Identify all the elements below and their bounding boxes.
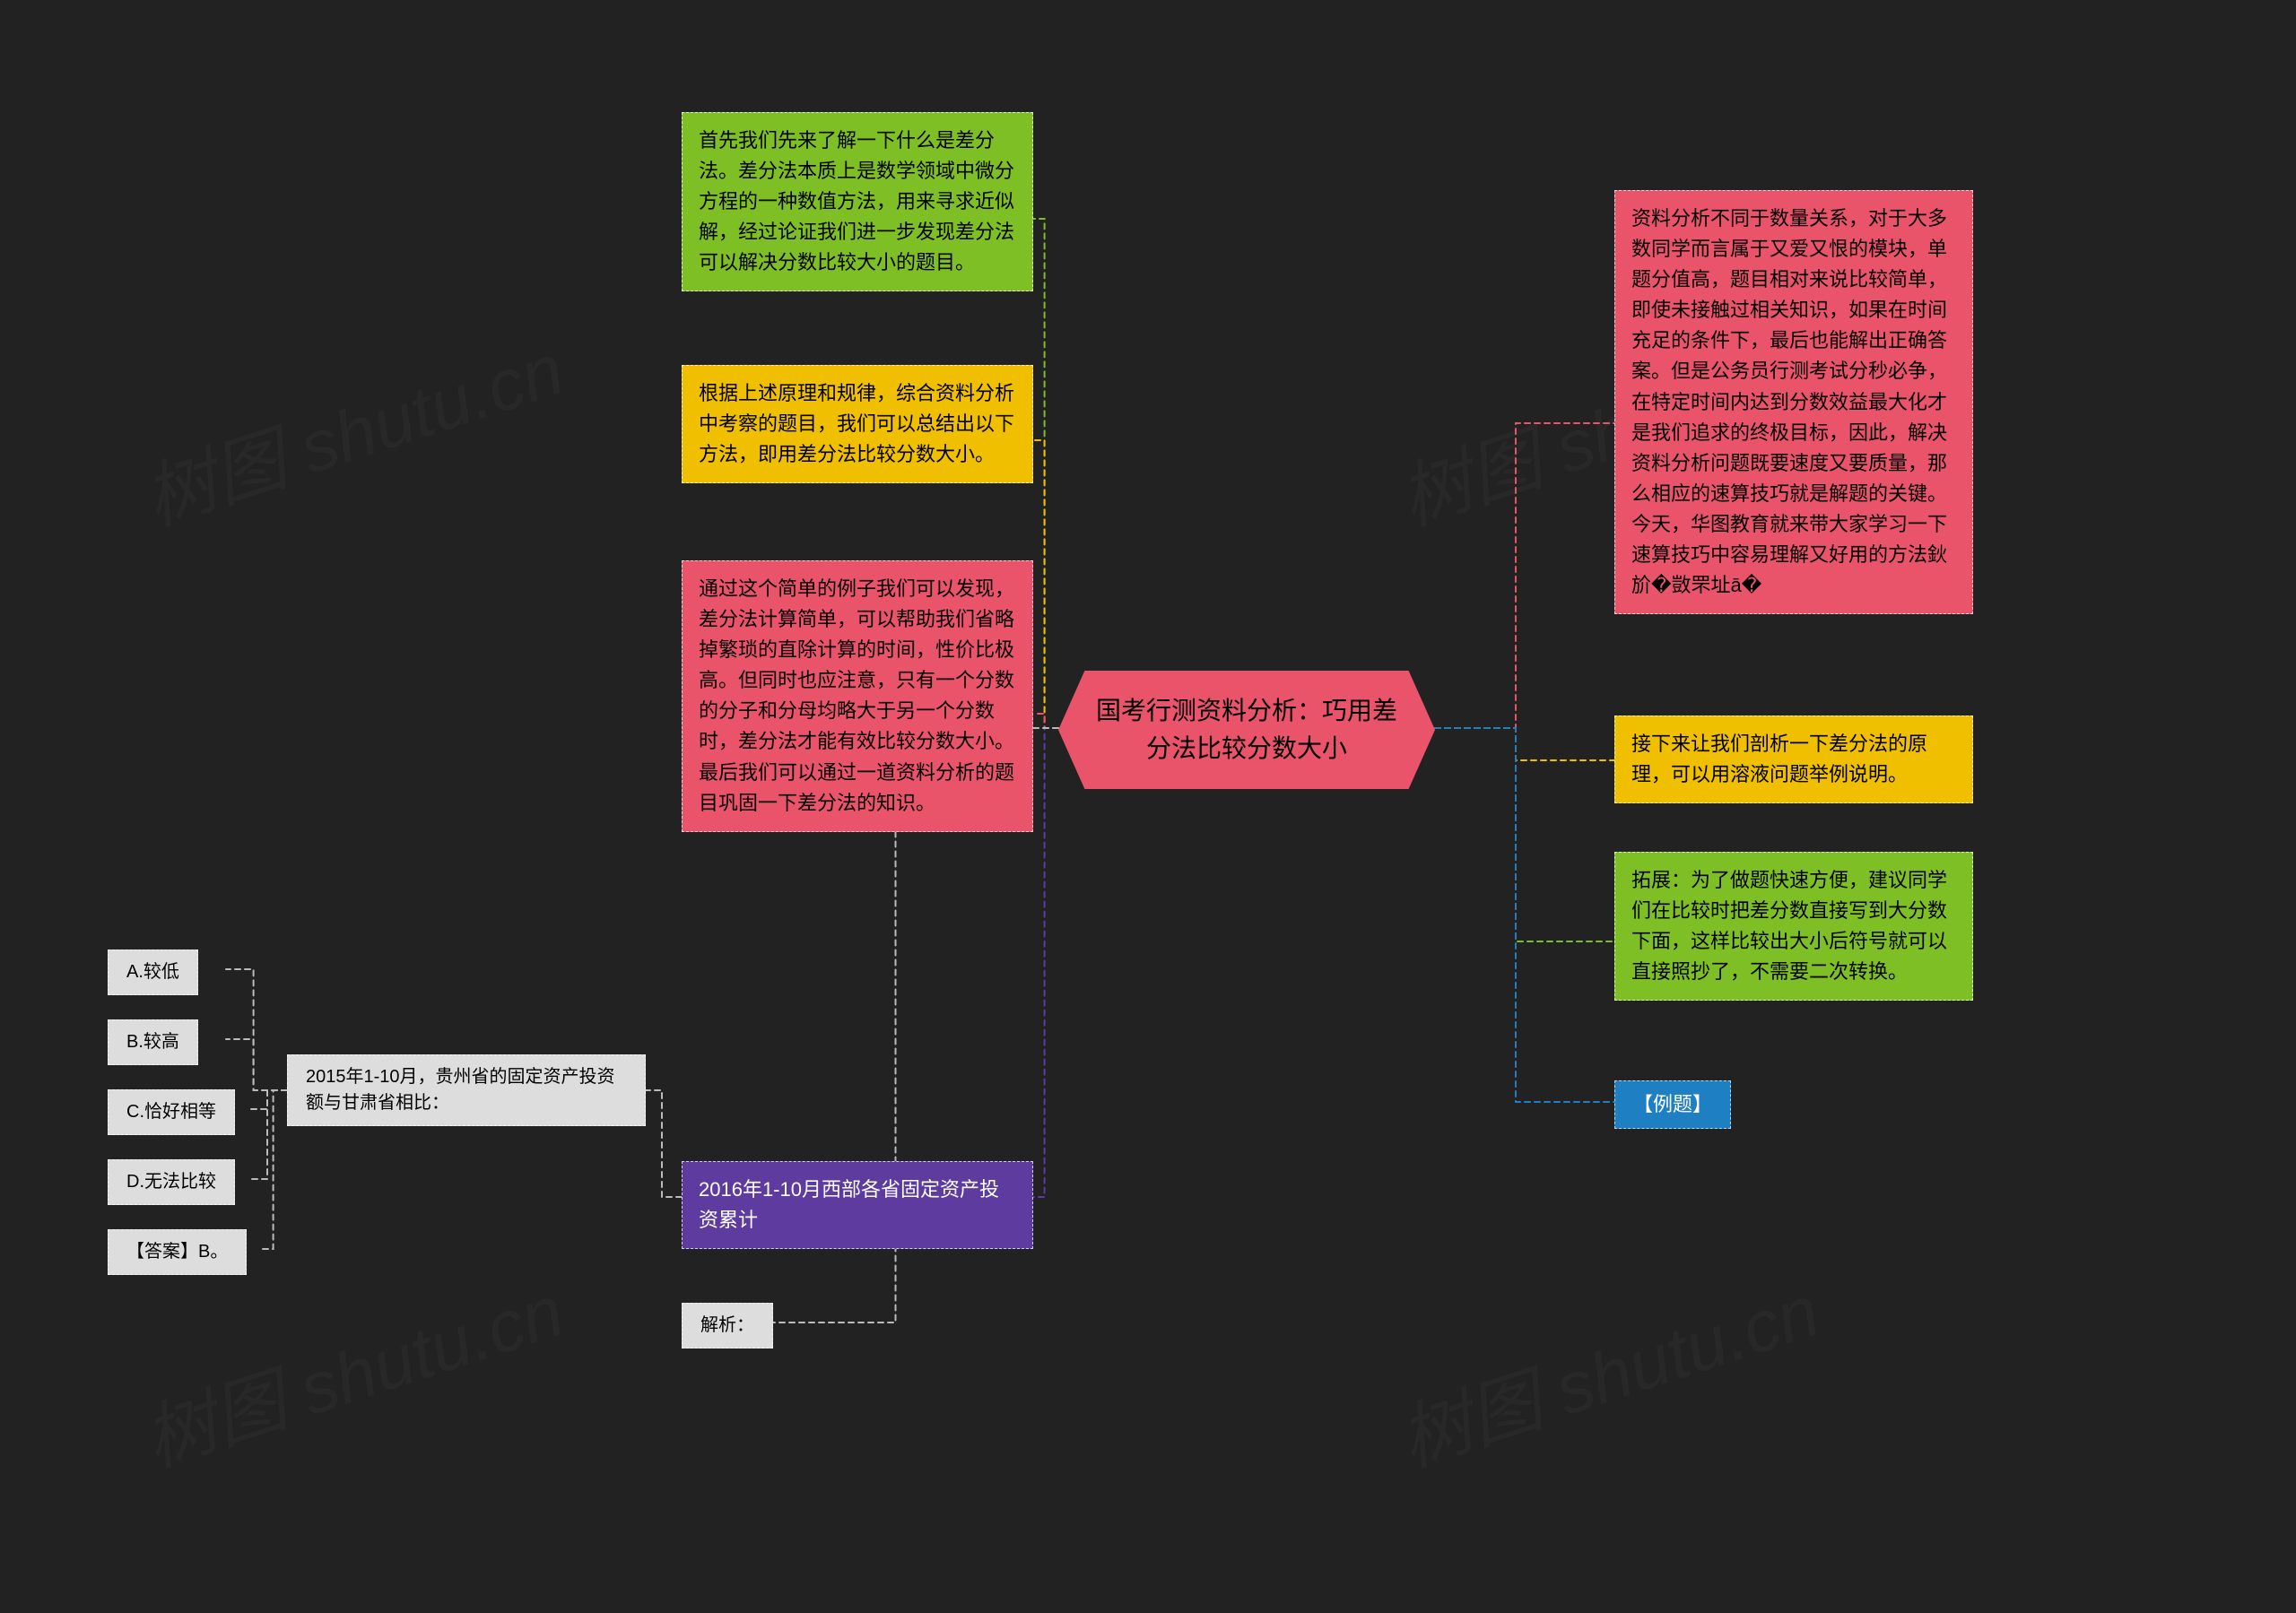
node-option-b[interactable]: B.较高 [108,1019,198,1065]
node-option-d[interactable]: D.无法比较 [108,1159,235,1205]
node-right-2[interactable]: 接下来让我们剖析一下差分法的原理，可以用溶液问题举例说明。 [1614,715,1973,803]
watermark: 树图 shutu.cn [129,312,575,545]
center-node[interactable]: 国考行测资料分析：巧用差分法比较分数大小 [1058,671,1435,789]
node-answer[interactable]: 【答案】B。 [108,1229,247,1275]
node-option-a[interactable]: A.较低 [108,950,198,995]
node-right-4[interactable]: 【例题】 [1614,1080,1731,1129]
node-left-1[interactable]: 首先我们先来了解一下什么是差分法。差分法本质上是数学领域中微分方程的一种数值方法… [682,112,1033,291]
node-option-c[interactable]: C.恰好相等 [108,1089,235,1135]
watermark: 树图 shutu.cn [1385,1253,1831,1487]
node-right-1[interactable]: 资料分析不同于数量关系，对于大多数同学而言属于又爱又恨的模块，单题分值高，题目相… [1614,190,1973,614]
node-left-4[interactable]: 2016年1-10月西部各省固定资产投资累计 [682,1161,1033,1249]
node-left-5[interactable]: 解析： [682,1303,773,1349]
watermark: 树图 shutu.cn [129,1253,575,1487]
node-sub-question[interactable]: 2015年1-10月，贵州省的固定资产投资额与甘肃省相比： [287,1054,646,1126]
node-right-3[interactable]: 拓展：为了做题快速方便，建议同学们在比较时把差分数直接写到大分数下面，这样比较出… [1614,852,1973,1001]
node-left-2[interactable]: 根据上述原理和规律，综合资料分析中考察的题目，我们可以总结出以下方法，即用差分法… [682,365,1033,483]
node-left-3[interactable]: 通过这个简单的例子我们可以发现，差分法计算简单，可以帮助我们省略掉繁琐的直除计算… [682,560,1033,832]
